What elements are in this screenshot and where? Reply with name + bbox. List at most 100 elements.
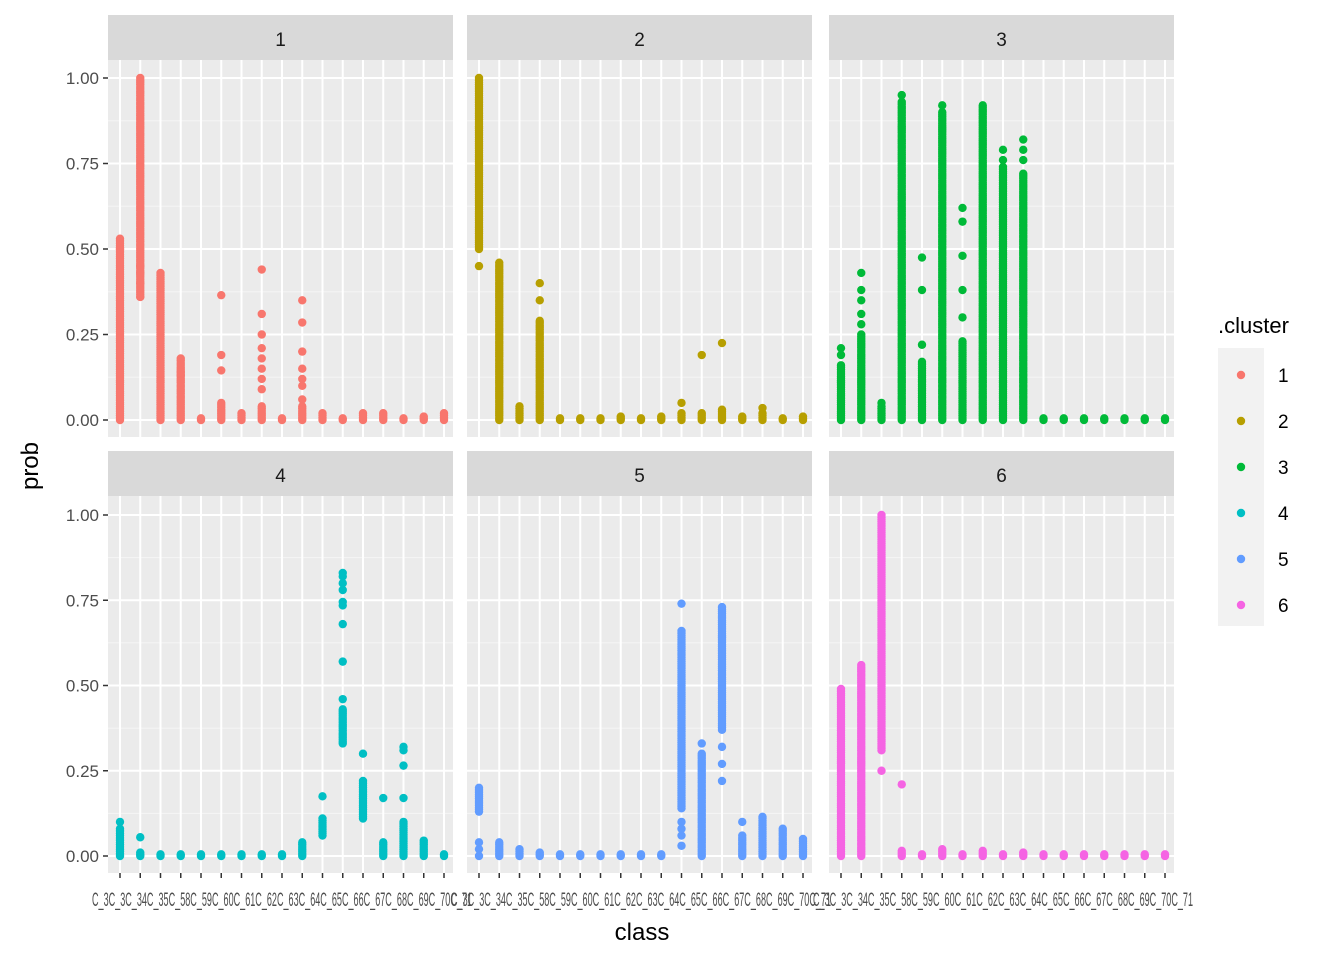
- data-point: [596, 850, 605, 859]
- data-point: [338, 694, 347, 704]
- y-tick-label: 1.00: [66, 69, 99, 88]
- data-point: [474, 261, 484, 271]
- data-point: [938, 844, 947, 854]
- facet-strip-label: 4: [275, 466, 286, 487]
- data-point: [697, 739, 706, 748]
- data-point: [399, 414, 408, 423]
- data-point: [136, 268, 145, 278]
- data-point: [836, 343, 846, 353]
- data-point: [877, 766, 886, 775]
- legend-entry-label: 2: [1278, 412, 1289, 433]
- series-points-cluster-5: [474, 599, 808, 861]
- facet-strip-label: 2: [634, 30, 645, 51]
- data-point: [717, 759, 727, 769]
- data-point: [535, 279, 544, 288]
- data-point: [1059, 414, 1068, 423]
- data-point: [917, 285, 927, 295]
- data-point: [857, 268, 866, 278]
- data-point: [318, 408, 327, 418]
- data-point: [677, 831, 686, 840]
- data-point: [998, 162, 1008, 172]
- data-point: [298, 296, 307, 305]
- data-point: [857, 296, 866, 305]
- data-point: [958, 337, 967, 346]
- facet-panel-6: 6 C_3C_3C_34C_35C_58C_59C_60C_61C_62C_63C…: [813, 451, 1193, 911]
- data-point: [636, 850, 646, 859]
- y-tick-label: 0.25: [66, 762, 99, 781]
- series-points-cluster-6: [836, 510, 1170, 861]
- data-point: [1140, 414, 1149, 423]
- legend-entry-label: 5: [1278, 550, 1289, 571]
- data-point: [697, 408, 706, 418]
- legend-key-background: [1218, 348, 1264, 626]
- data-point: [277, 850, 287, 859]
- data-point: [474, 844, 484, 854]
- data-point: [399, 761, 408, 770]
- data-point: [515, 402, 524, 411]
- data-point: [596, 414, 605, 423]
- data-point: [917, 253, 927, 262]
- legend-entry-label: 1: [1278, 366, 1289, 387]
- data-point: [677, 841, 686, 850]
- data-point: [958, 850, 967, 859]
- data-point: [877, 510, 886, 520]
- data-point: [338, 572, 347, 581]
- data-point: [379, 793, 388, 803]
- data-point: [1079, 850, 1089, 859]
- data-point: [1160, 414, 1170, 423]
- data-point: [257, 354, 266, 363]
- y-tick-label: 0.75: [66, 591, 99, 610]
- data-point: [738, 412, 747, 421]
- data-point: [136, 279, 145, 288]
- series-points-cluster-2: [474, 73, 808, 425]
- y-tick-label: 0.00: [66, 847, 99, 866]
- x-axis-label: class: [615, 919, 670, 946]
- data-point: [857, 309, 866, 319]
- data-point: [399, 746, 408, 755]
- legend: .cluster 1 2 3 4 5 6: [1218, 313, 1289, 626]
- legend-key-cluster-6: [1236, 600, 1246, 610]
- data-point: [998, 850, 1008, 859]
- data-point: [1039, 850, 1048, 859]
- data-point: [338, 619, 347, 629]
- data-point: [474, 783, 484, 792]
- facet-strip: [829, 15, 1174, 60]
- data-point: [176, 850, 185, 859]
- data-point: [298, 402, 307, 411]
- data-point: [717, 405, 727, 414]
- data-point: [338, 705, 347, 714]
- data-point: [379, 838, 388, 847]
- data-point: [717, 742, 727, 752]
- data-point: [677, 817, 686, 827]
- facet-panel-2: 2: [467, 15, 812, 437]
- legend-key-cluster-3: [1236, 462, 1246, 472]
- data-point: [677, 599, 686, 608]
- data-point: [978, 101, 987, 110]
- data-point: [358, 776, 368, 786]
- data-point: [998, 155, 1008, 165]
- y-tick-label: 0.00: [66, 411, 99, 430]
- data-point: [958, 203, 967, 213]
- data-point: [677, 408, 686, 418]
- data-point: [115, 244, 125, 254]
- data-point: [474, 73, 484, 83]
- data-point: [958, 217, 967, 226]
- data-point: [978, 846, 987, 856]
- data-point: [358, 749, 368, 758]
- data-point: [257, 374, 266, 384]
- y-tick-label: 0.25: [66, 326, 99, 345]
- data-point: [798, 834, 808, 844]
- data-point: [318, 814, 327, 823]
- data-point: [877, 398, 886, 408]
- data-point: [237, 850, 246, 859]
- data-point: [439, 850, 449, 859]
- y-tick-label: 1.00: [66, 506, 99, 525]
- data-point: [836, 684, 846, 694]
- data-point: [738, 831, 747, 840]
- data-point: [338, 414, 347, 423]
- data-point: [1160, 850, 1170, 859]
- data-point: [836, 350, 846, 360]
- data-point: [958, 313, 967, 322]
